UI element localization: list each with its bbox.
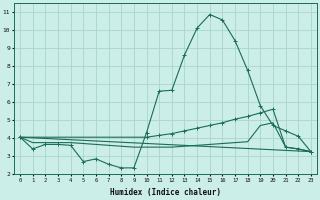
X-axis label: Humidex (Indice chaleur): Humidex (Indice chaleur)	[110, 188, 221, 197]
